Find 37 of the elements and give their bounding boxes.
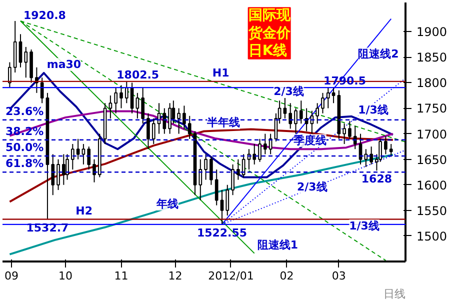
- y-tick-label: 1650: [416, 152, 448, 167]
- y-tick-label: 1500: [416, 229, 448, 244]
- annotation: 1/3线: [349, 219, 380, 232]
- annotation: 半年线: [206, 116, 240, 130]
- annotation: 61.8%: [6, 157, 44, 170]
- annotation: 季度线: [292, 134, 326, 148]
- y-tick-label: 1800: [416, 76, 448, 90]
- annotation: 年线: [156, 197, 179, 210]
- y-tick-label: 1850: [416, 50, 448, 65]
- y-tick-label: 1900: [416, 25, 448, 40]
- x-axis-title: 日线: [384, 288, 406, 300]
- x-tick-label: 11: [114, 270, 128, 282]
- annotation: 阻速线2: [358, 48, 399, 61]
- annotation: 阻速线1: [257, 238, 298, 252]
- y-tick-label: 1550: [416, 204, 448, 218]
- annotation: 2/3线: [274, 84, 304, 98]
- annotation: H2: [76, 204, 93, 218]
- annotation: 23.6%: [6, 104, 44, 118]
- y-tick-label: 1600: [416, 178, 448, 192]
- annotation: 1/3线: [358, 103, 388, 116]
- x-tick-label: 02: [280, 270, 294, 282]
- annotation: 1920.8: [23, 8, 66, 22]
- annotation: 1802.5: [116, 68, 160, 82]
- x-tick-label: 12: [168, 270, 182, 282]
- y-tick-label: 1750: [416, 102, 448, 116]
- x-tick-label: 09: [4, 270, 18, 282]
- annotation: ma30: [46, 58, 82, 71]
- x-tick-label: 03: [332, 270, 346, 282]
- annotation: 2/3线: [296, 180, 328, 194]
- x-tick-label: 10: [58, 270, 72, 282]
- y-tick-label: 1700: [416, 127, 448, 142]
- annotation: H1: [212, 66, 230, 80]
- annotation: 1532.7: [26, 221, 69, 234]
- annotation: 1628: [361, 172, 392, 186]
- text: 国际现货金价日K线: [247, 8, 292, 59]
- annotation: 50.0%: [6, 141, 44, 154]
- x-tick-label: 2012/01: [208, 270, 254, 282]
